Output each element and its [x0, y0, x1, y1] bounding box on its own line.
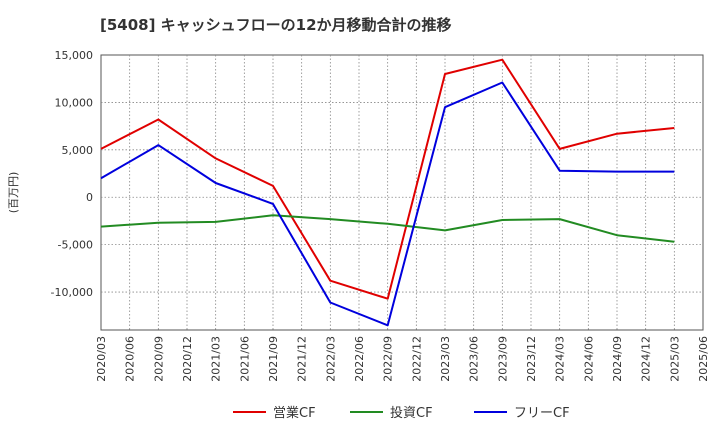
y-tick-label: 15,000: [55, 49, 94, 62]
y-tick-label: 10,000: [55, 96, 94, 109]
x-tick-label: 2020/09: [152, 336, 165, 382]
legend-label-1: 営業CF: [273, 405, 316, 421]
x-tick-label: 2022/06: [353, 336, 366, 382]
y-tick-label: 0: [86, 191, 93, 204]
x-tick-label: 2024/09: [611, 336, 624, 382]
x-tick-label: 2025/03: [668, 336, 681, 382]
chart-title: [5408] キャッシュフローの12か月移動合計の推移: [100, 16, 452, 34]
legend-label-2: 投資CF: [390, 405, 433, 421]
series-line-3: [100, 81, 675, 327]
x-tick-label: 2022/03: [324, 336, 337, 382]
x-tick-label: 2021/09: [267, 336, 280, 382]
x-tick-label: 2020/06: [124, 336, 137, 382]
series-layer: [100, 58, 675, 327]
y-axis-label: (百万円): [7, 172, 20, 214]
y-tick-label: 5,000: [62, 144, 94, 157]
x-tick-label: 2023/06: [468, 336, 481, 382]
series-line-1: [100, 58, 675, 300]
x-tick-label: 2023/03: [439, 336, 452, 382]
x-tick-label: 2022/09: [382, 336, 395, 382]
x-tick-label: 2025/06: [697, 336, 710, 382]
x-tick-label: 2023/09: [496, 336, 509, 382]
x-tick-label: 2020/03: [95, 336, 108, 382]
x-tick-label: 2024/06: [582, 336, 595, 382]
x-tick-label: 2021/06: [238, 336, 251, 382]
x-tick-label: 2024/03: [554, 336, 567, 382]
x-tick-label: 2021/12: [296, 336, 309, 382]
x-tick-label: 2021/03: [210, 336, 223, 382]
legend: 営業CF 投資CF フリーCF: [233, 405, 570, 421]
x-tick-label: 2023/12: [525, 336, 538, 382]
x-tick-label: 2024/12: [640, 336, 653, 382]
axis-layer: 2020/03 2020/06 2020/09 2020/12 2021/03 2021/…: [7, 49, 710, 382]
grid-layer: [100, 54, 704, 331]
plot-border: [100, 54, 704, 331]
x-tick-label: 2022/12: [410, 336, 423, 382]
y-tick-label: -5,000: [58, 239, 93, 252]
series-line-2: [100, 214, 675, 243]
y-tick-label: -10,000: [51, 286, 93, 299]
legend-label-3: フリーCF: [514, 406, 570, 421]
x-tick-label: 2020/12: [181, 336, 194, 382]
